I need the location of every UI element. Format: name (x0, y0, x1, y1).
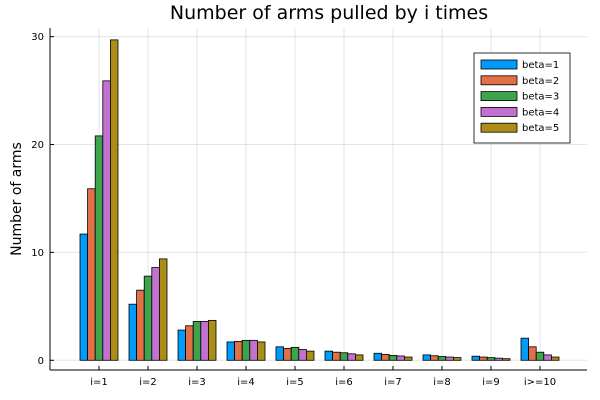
x-tick-label: i=8 (433, 377, 451, 388)
legend-label: beta=2 (522, 76, 559, 87)
bar-beta=2-i=8 (430, 355, 439, 361)
bar-beta=2-i=9 (479, 356, 488, 361)
bar-beta=2-i=4 (234, 341, 243, 361)
bar-beta=2-i=5 (283, 348, 292, 361)
bar-beta=2-i=7 (381, 353, 390, 361)
bar-beta=4-i=2 (151, 267, 160, 361)
axes (49, 28, 587, 371)
bar-beta=2-i=6 (332, 351, 341, 361)
bar-beta=1-i=2 (128, 303, 137, 361)
bar-beta=5-i=5 (305, 350, 315, 361)
x-tick-label: i=2 (139, 377, 157, 388)
bar-beta=5-i=7 (403, 356, 413, 361)
legend-swatch (480, 107, 518, 117)
bar-beta=1-i=1 (79, 233, 88, 361)
bar-beta=5-i>=10 (551, 356, 560, 361)
bar-beta=4-i=9 (494, 357, 503, 361)
bar-beta=3-i=2 (143, 275, 153, 361)
bar-beta=4-i>=10 (543, 354, 552, 361)
legend-swatch (480, 75, 518, 86)
bar-beta=1-i>=10 (520, 337, 529, 361)
legend: beta=1 beta=2 beta=3 beta=4 beta=5 (473, 52, 571, 144)
bar-beta=3-i=4 (241, 339, 251, 361)
bar-beta=4-i=7 (396, 355, 405, 361)
bar-beta=5-i=9 (501, 358, 511, 361)
bar-beta=3-i>=10 (535, 351, 545, 361)
bar-beta=3-i=6 (339, 352, 349, 361)
tick-labels: i=1 i=2 i=3 i=4 i=5 i=6 i=7 i=8 i=9 i>=10 0 10 20 30 (31, 32, 556, 388)
bar-beta=1-i=3 (177, 329, 186, 361)
bar-beta=1-i=6 (324, 350, 333, 361)
bar-beta=5-i=3 (207, 319, 217, 361)
bar-beta=5-i=2 (158, 258, 168, 361)
y-axis-label: Number of arms (9, 142, 25, 256)
bar-beta=4-i=8 (445, 356, 454, 361)
bar-beta=3-i=5 (290, 346, 300, 361)
y-tick-label: 0 (38, 356, 44, 367)
x-tick-label: i=1 (90, 377, 108, 388)
bar-beta=2-i=3 (185, 325, 194, 361)
bar-beta=4-i=1 (102, 80, 111, 361)
y-tick-label: 30 (31, 32, 44, 43)
bar-beta=3-i=1 (94, 135, 104, 361)
chart-title: Number of arms pulled by i times (170, 2, 488, 24)
bar-beta=5-i=4 (256, 341, 266, 361)
bar-beta=1-i=7 (373, 352, 382, 361)
bar-beta=4-i=5 (298, 349, 307, 361)
x-tick-label: i=3 (188, 377, 206, 388)
bar-beta=3-i=9 (486, 357, 496, 361)
bar-beta=2-i=2 (136, 289, 145, 361)
bar-beta=3-i=3 (192, 321, 202, 361)
bar-beta=5-i=1 (110, 39, 119, 361)
legend-swatch (480, 91, 518, 101)
legend-label: beta=5 (522, 123, 559, 134)
x-tick-label: i=4 (237, 377, 255, 388)
bar-beta=1-i=8 (422, 354, 431, 361)
bar-beta=5-i=6 (354, 354, 364, 361)
y-tick-label: 20 (31, 140, 44, 151)
legend-swatch (480, 59, 518, 70)
bar-beta=4-i=3 (200, 321, 209, 361)
bar-beta=3-i=8 (437, 356, 447, 361)
x-tick-label: i=5 (286, 377, 304, 388)
x-tick-label: i=7 (384, 377, 402, 388)
bar-beta=4-i=4 (249, 339, 258, 361)
x-tick-label: i>=10 (524, 377, 556, 388)
bar-beta=1-i=9 (471, 355, 480, 361)
x-tick-label: i=6 (335, 377, 353, 388)
legend-label: beta=3 (522, 92, 559, 103)
legend-label: beta=1 (522, 60, 559, 71)
bar-beta=1-i=4 (226, 341, 235, 361)
bar-beta=5-i=8 (452, 357, 462, 361)
x-tick-label: i=9 (482, 377, 500, 388)
bar-beta=4-i=6 (347, 353, 356, 361)
bar-beta=2-i>=10 (528, 346, 537, 361)
y-tick-label: 10 (31, 248, 44, 259)
bar-beta=3-i=7 (388, 355, 398, 361)
legend-swatch (480, 122, 518, 133)
bar-beta=2-i=1 (87, 188, 96, 361)
bar-beta=1-i=5 (275, 346, 284, 361)
legend-label: beta=4 (522, 107, 559, 118)
bars (79, 39, 560, 361)
